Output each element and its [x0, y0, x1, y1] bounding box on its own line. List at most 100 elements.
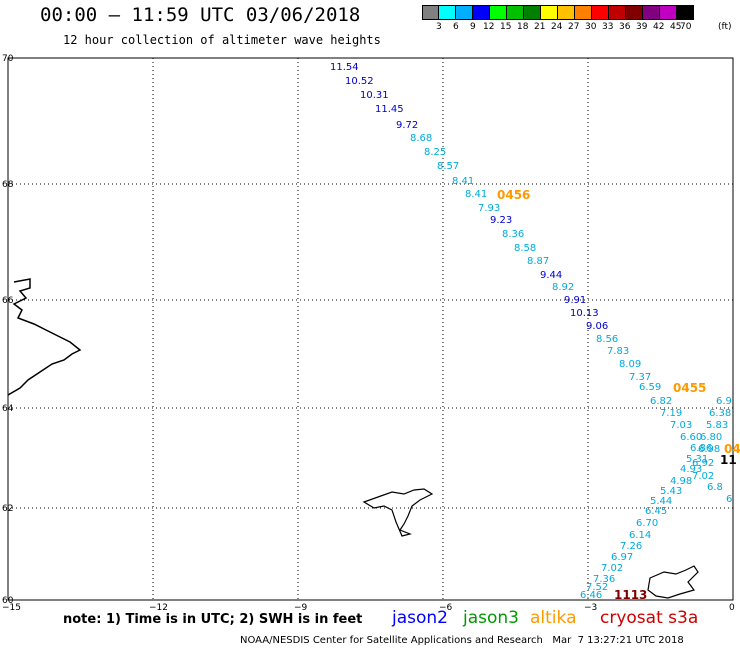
- swh-value: 8.41: [465, 189, 487, 200]
- x-tick-label: −6: [439, 603, 453, 613]
- scale-label: 45: [670, 22, 682, 32]
- swh-value: 9.06: [586, 321, 608, 332]
- legend-cryosat-s3a: cryosat s3a: [600, 608, 699, 628]
- scale-unit: (ft): [718, 22, 732, 32]
- scale-swatch: [643, 5, 660, 20]
- y-tick-label: 64: [2, 404, 14, 414]
- scale-label: 30: [585, 22, 597, 32]
- swh-value: 6.14: [629, 530, 651, 541]
- map-subtitle: 12 hour collection of altimeter wave hei…: [63, 33, 381, 47]
- x-tick-label: −3: [584, 603, 597, 613]
- faroe-coastline: [362, 488, 434, 537]
- scale-swatch: [456, 5, 473, 20]
- scale-swatch: [473, 5, 490, 20]
- swh-value: 6.60: [680, 432, 702, 443]
- scale-label: 70: [680, 22, 692, 32]
- pass-time-label: 0455: [673, 381, 706, 395]
- pass-time-label: 0456: [497, 188, 530, 202]
- pass-time-label: 04: [724, 442, 740, 456]
- note-text: note: 1) Time is in UTC; 2) SWH is in fe…: [63, 612, 363, 627]
- scale-label: 6: [453, 22, 459, 32]
- y-tick-label: 62: [2, 504, 13, 514]
- y-tick-label: 66: [2, 296, 14, 306]
- swh-value: 7.03: [670, 420, 692, 431]
- x-tick-label: −9: [294, 603, 308, 613]
- scale-label: 42: [653, 22, 665, 32]
- swh-value: 11.54: [330, 62, 359, 73]
- swh-value: 10.31: [360, 90, 389, 101]
- swh-value: 9.44: [540, 270, 562, 281]
- swh-value: 7.36: [593, 574, 615, 585]
- swh-value: 6: [726, 494, 732, 505]
- swh-value: 10.13: [570, 308, 599, 319]
- swh-value: 6.98: [698, 444, 720, 455]
- legend-jason2: jason2: [392, 608, 448, 628]
- legend-altika: altika: [530, 608, 577, 628]
- pass-time-label: 11: [720, 453, 737, 467]
- scale-label: 24: [551, 22, 563, 32]
- swh-value: 4.98: [670, 476, 692, 487]
- scale-label: 33: [602, 22, 614, 32]
- scale-label: 36: [619, 22, 631, 32]
- swh-value: 9.91: [564, 295, 586, 306]
- scale-swatch: [592, 5, 609, 20]
- scale-swatch: [677, 5, 694, 20]
- swh-value: 7.83: [607, 346, 629, 357]
- y-tick-label: 60: [2, 596, 14, 606]
- swh-value: 6.46: [580, 590, 602, 601]
- scale-label: 15: [500, 22, 512, 32]
- scale-swatch: [541, 5, 558, 20]
- swh-value: 5.31: [686, 454, 708, 465]
- scale-swatch: [422, 5, 439, 20]
- scale-swatch: [626, 5, 643, 20]
- swh-value: 6.92: [692, 458, 714, 469]
- swh-value: 7.37: [629, 372, 651, 383]
- scale-swatch: [490, 5, 507, 20]
- footer-credit: NOAA/NESDIS Center for Satellite Applica…: [240, 635, 684, 646]
- swh-value: 8.68: [410, 133, 432, 144]
- swh-value: 8.57: [437, 161, 459, 172]
- swh-value: 6.8: [707, 482, 723, 493]
- swh-value: 8.56: [596, 334, 618, 345]
- scale-label: 9: [470, 22, 476, 32]
- map-frame: [7, 57, 734, 601]
- scale-swatch: [575, 5, 592, 20]
- color-scale: [422, 5, 694, 20]
- swh-value: 8.25: [424, 147, 446, 158]
- swh-value: 11.45: [375, 104, 404, 115]
- scale-label: 12: [483, 22, 495, 32]
- scale-swatch: [507, 5, 524, 20]
- swh-value: 6.97: [611, 552, 633, 563]
- swh-value: 8.09: [619, 359, 641, 370]
- swh-value: 5.83: [706, 420, 728, 431]
- iceland-coastline: [7, 278, 82, 396]
- swh-value: 7.93: [478, 203, 500, 214]
- swh-value: 5.44: [650, 496, 672, 507]
- swh-value: 7.02: [601, 563, 623, 574]
- scale-label: 3: [436, 22, 442, 32]
- scale-swatch: [609, 5, 626, 20]
- x-tick-label: −15: [2, 603, 21, 613]
- swh-value: 7.02: [692, 471, 714, 482]
- swh-value: 8.92: [552, 282, 574, 293]
- swh-value: 7.26: [620, 541, 642, 552]
- swh-value: 8.36: [502, 229, 524, 240]
- scale-label: 27: [568, 22, 580, 32]
- swh-value: 9.72: [396, 120, 418, 131]
- shetland-coastline: [647, 565, 699, 599]
- x-tick-label: −12: [149, 603, 168, 613]
- swh-value: 9.23: [490, 215, 512, 226]
- swh-value: 8.58: [514, 243, 536, 254]
- swh-value: 8.41: [452, 176, 474, 187]
- pass-time-label: 1113: [614, 588, 647, 602]
- swh-value: 6.80: [700, 432, 722, 443]
- swh-value: 6.59: [639, 382, 661, 393]
- swh-value: 6.38: [709, 408, 731, 419]
- swh-value: 6.86: [690, 443, 712, 454]
- scale-label: 39: [636, 22, 648, 32]
- swh-value: 8.87: [527, 256, 549, 267]
- x-tick-label: 0: [729, 603, 735, 613]
- swh-value: 10.52: [345, 76, 374, 87]
- swh-value: 7.52: [586, 582, 608, 593]
